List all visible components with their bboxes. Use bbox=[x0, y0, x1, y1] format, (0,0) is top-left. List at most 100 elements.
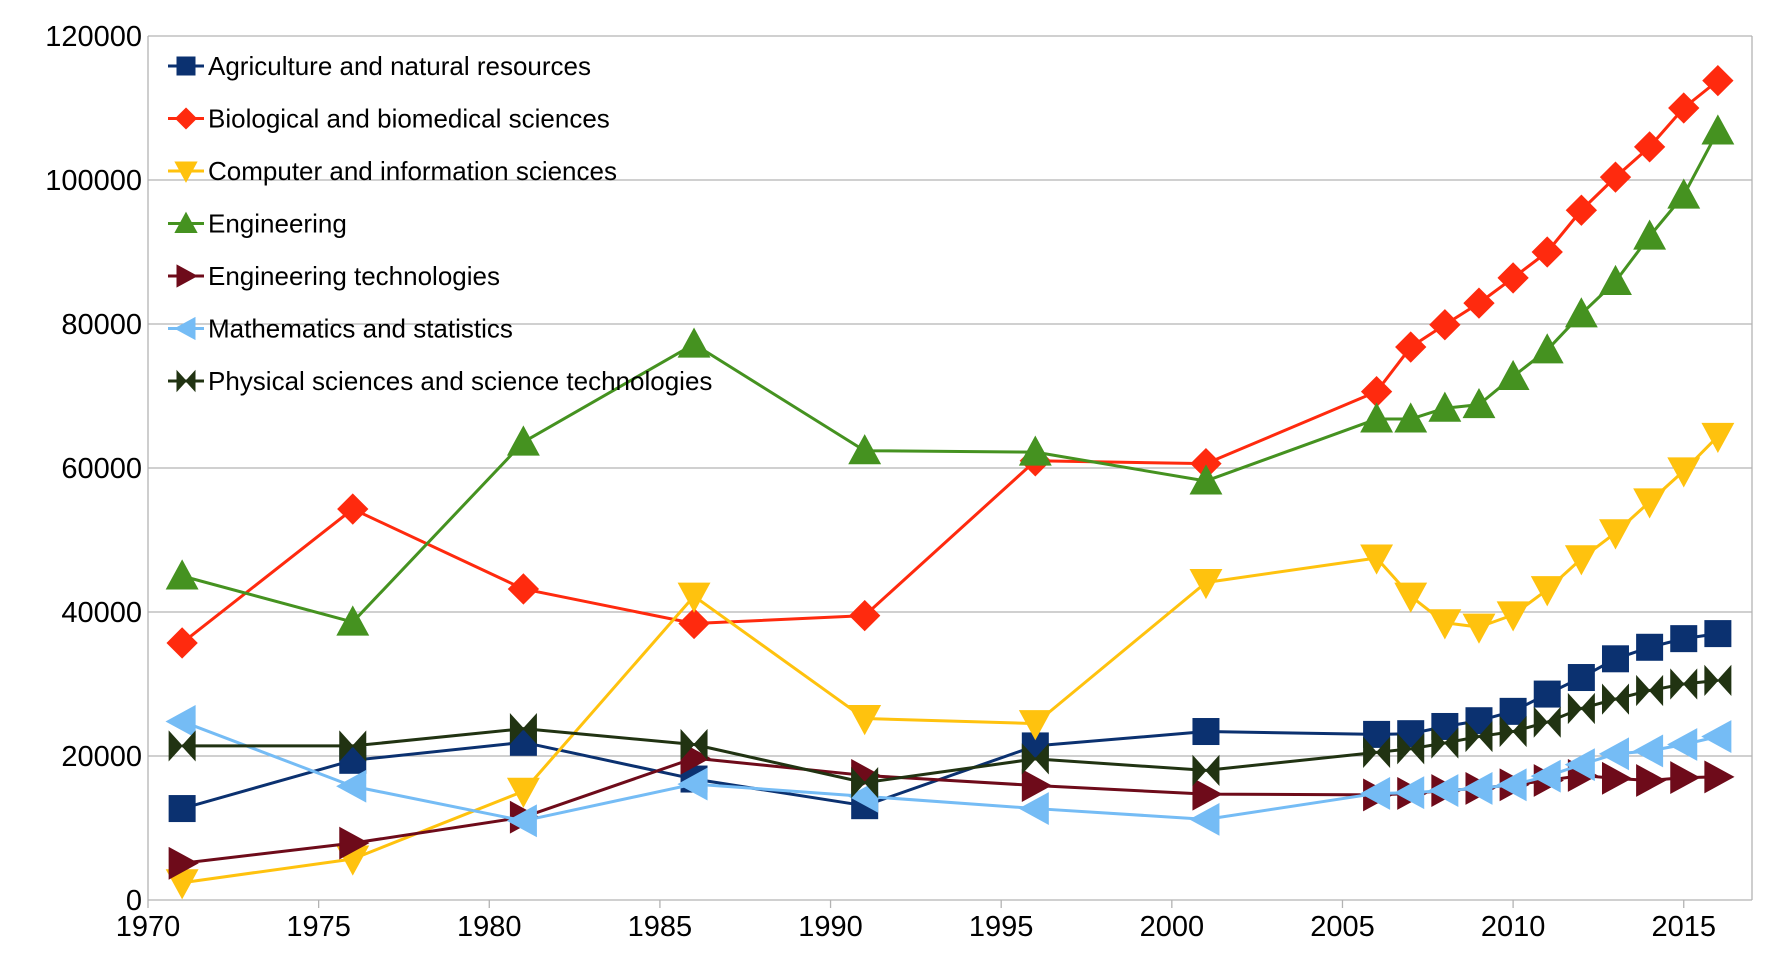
data-point-engineering bbox=[1530, 333, 1564, 364]
legend-entry-computer-and-information-sciences: Computer and information sciences bbox=[168, 156, 617, 186]
x-tick-label: 2015 bbox=[1651, 911, 1716, 943]
series-layer bbox=[165, 64, 1735, 900]
data-point-engineering bbox=[336, 605, 370, 636]
data-point-mathematics-and-statistics bbox=[1189, 802, 1220, 836]
data-point-mathematics-and-statistics bbox=[1462, 771, 1493, 805]
data-point-mathematics-and-statistics bbox=[1564, 748, 1595, 782]
data-point-physical-sciences-and-science-technologies bbox=[1533, 706, 1561, 738]
data-point-mathematics-and-statistics bbox=[165, 704, 196, 738]
series-biological-and-biomedical-sciences bbox=[166, 64, 1734, 659]
data-point-computer-and-information-sciences bbox=[1530, 576, 1564, 607]
legend-swatch-marker bbox=[174, 211, 198, 233]
data-point-biological-and-biomedical-sciences bbox=[1395, 331, 1427, 363]
data-point-engineering bbox=[1564, 297, 1598, 328]
y-axis-tick-labels: 0 20000 40000 60000 80000 100000 120000 bbox=[45, 21, 142, 917]
data-point-mathematics-and-statistics bbox=[1394, 776, 1425, 810]
legend-label: Engineering bbox=[208, 209, 347, 239]
legend-swatch-marker bbox=[176, 369, 196, 393]
data-point-engineering-technologies bbox=[339, 826, 370, 860]
legend: Agriculture and natural resources Biologi… bbox=[168, 51, 712, 396]
data-point-engineering-technologies bbox=[1636, 764, 1667, 797]
legend-swatch-marker bbox=[174, 316, 196, 341]
data-point-agriculture-and-natural-resources bbox=[1601, 645, 1629, 673]
data-point-biological-and-biomedical-sciences bbox=[1633, 131, 1666, 163]
data-point-biological-and-biomedical-sciences bbox=[1360, 376, 1393, 408]
data-point-engineering bbox=[1394, 402, 1428, 433]
legend-swatch-marker bbox=[174, 107, 198, 130]
data-point-computer-and-information-sciences bbox=[506, 777, 540, 808]
series-mathematics-and-statistics bbox=[165, 704, 1732, 838]
data-point-physical-sciences-and-science-technologies bbox=[1021, 743, 1049, 775]
data-point-engineering bbox=[1189, 464, 1223, 495]
data-point-mathematics-and-statistics bbox=[1701, 720, 1732, 754]
legend-swatch-marker bbox=[176, 56, 196, 76]
legend-swatch-marker bbox=[176, 264, 198, 288]
legend-label: Computer and information sciences bbox=[208, 156, 617, 186]
data-point-computer-and-information-sciences bbox=[1018, 710, 1052, 741]
data-point-engineering bbox=[1667, 178, 1701, 209]
data-point-computer-and-information-sciences bbox=[1360, 544, 1394, 575]
data-point-physical-sciences-and-science-technologies bbox=[1465, 720, 1493, 753]
data-point-engineering bbox=[1428, 391, 1462, 422]
data-point-mathematics-and-statistics bbox=[1359, 776, 1391, 810]
legend-label: Biological and biomedical sciences bbox=[208, 104, 610, 134]
data-point-engineering-technologies bbox=[1601, 761, 1633, 795]
legend-swatch-marker bbox=[174, 161, 198, 183]
data-point-biological-and-biomedical-sciences bbox=[1702, 64, 1734, 97]
data-point-mathematics-and-statistics bbox=[1428, 774, 1459, 808]
data-point-engineering-technologies bbox=[1670, 761, 1701, 795]
data-point-agriculture-and-natural-resources bbox=[1704, 620, 1732, 648]
data-point-engineering bbox=[677, 327, 711, 358]
legend-label: Mathematics and statistics bbox=[208, 314, 513, 344]
data-point-computer-and-information-sciences bbox=[1189, 568, 1223, 600]
data-point-physical-sciences-and-science-technologies bbox=[339, 730, 367, 762]
x-tick-label: 1975 bbox=[286, 911, 351, 943]
data-point-physical-sciences-and-science-technologies bbox=[1636, 674, 1664, 707]
data-point-physical-sciences-and-science-technologies bbox=[509, 713, 537, 745]
data-point-physical-sciences-and-science-technologies bbox=[1704, 664, 1732, 696]
data-point-computer-and-information-sciences bbox=[677, 582, 711, 613]
data-point-agriculture-and-natural-resources bbox=[1670, 625, 1698, 653]
legend-entry-engineering: Engineering bbox=[168, 209, 347, 239]
x-tick-label: 1990 bbox=[798, 911, 863, 943]
data-point-agriculture-and-natural-resources bbox=[1533, 680, 1561, 708]
data-point-physical-sciences-and-science-technologies bbox=[1192, 754, 1220, 786]
data-point-engineering bbox=[1701, 114, 1735, 145]
data-point-computer-and-information-sciences bbox=[848, 705, 882, 736]
legend-label: Engineering technologies bbox=[208, 261, 500, 291]
data-point-engineering bbox=[1633, 219, 1667, 250]
data-point-engineering-technologies bbox=[1192, 777, 1223, 811]
data-point-computer-and-information-sciences bbox=[1394, 582, 1428, 613]
legend-entry-biological-and-biomedical-sciences: Biological and biomedical sciences bbox=[168, 104, 610, 134]
data-point-biological-and-biomedical-sciences bbox=[337, 493, 369, 525]
data-point-physical-sciences-and-science-technologies bbox=[1567, 692, 1595, 725]
data-point-physical-sciences-and-science-technologies bbox=[1363, 736, 1391, 768]
data-point-physical-sciences-and-science-technologies bbox=[1601, 683, 1629, 715]
legend-entry-mathematics-and-statistics: Mathematics and statistics bbox=[168, 314, 513, 344]
legend-label: Agriculture and natural resources bbox=[208, 51, 591, 81]
gridlines bbox=[147, 35, 1753, 901]
x-tick-label: 2005 bbox=[1310, 911, 1375, 943]
data-point-physical-sciences-and-science-technologies bbox=[1397, 733, 1425, 765]
data-point-mathematics-and-statistics bbox=[1530, 759, 1561, 793]
data-point-computer-and-information-sciences bbox=[1496, 601, 1530, 632]
x-tick-label: 2010 bbox=[1481, 911, 1546, 943]
data-point-physical-sciences-and-science-technologies bbox=[1499, 715, 1527, 748]
data-point-agriculture-and-natural-resources bbox=[1567, 664, 1595, 692]
data-point-computer-and-information-sciences bbox=[1667, 457, 1701, 488]
y-tick-label: 80000 bbox=[61, 309, 142, 341]
data-point-agriculture-and-natural-resources bbox=[1192, 718, 1220, 746]
data-point-biological-and-biomedical-sciences bbox=[1531, 236, 1563, 268]
data-point-physical-sciences-and-science-technologies bbox=[1431, 727, 1459, 759]
data-point-physical-sciences-and-science-technologies bbox=[851, 767, 879, 799]
data-point-engineering-technologies bbox=[1704, 760, 1735, 794]
series-agriculture-and-natural-resources bbox=[168, 620, 1732, 823]
data-point-mathematics-and-statistics bbox=[1632, 734, 1664, 768]
data-point-biological-and-biomedical-sciences bbox=[678, 607, 710, 640]
series-line-computer-and-information-sciences bbox=[181, 435, 1719, 885]
x-tick-label: 1995 bbox=[969, 911, 1034, 943]
x-tick-label: 2000 bbox=[1140, 911, 1205, 943]
data-point-biological-and-biomedical-sciences bbox=[1565, 194, 1598, 226]
data-point-physical-sciences-and-science-technologies bbox=[680, 728, 708, 761]
